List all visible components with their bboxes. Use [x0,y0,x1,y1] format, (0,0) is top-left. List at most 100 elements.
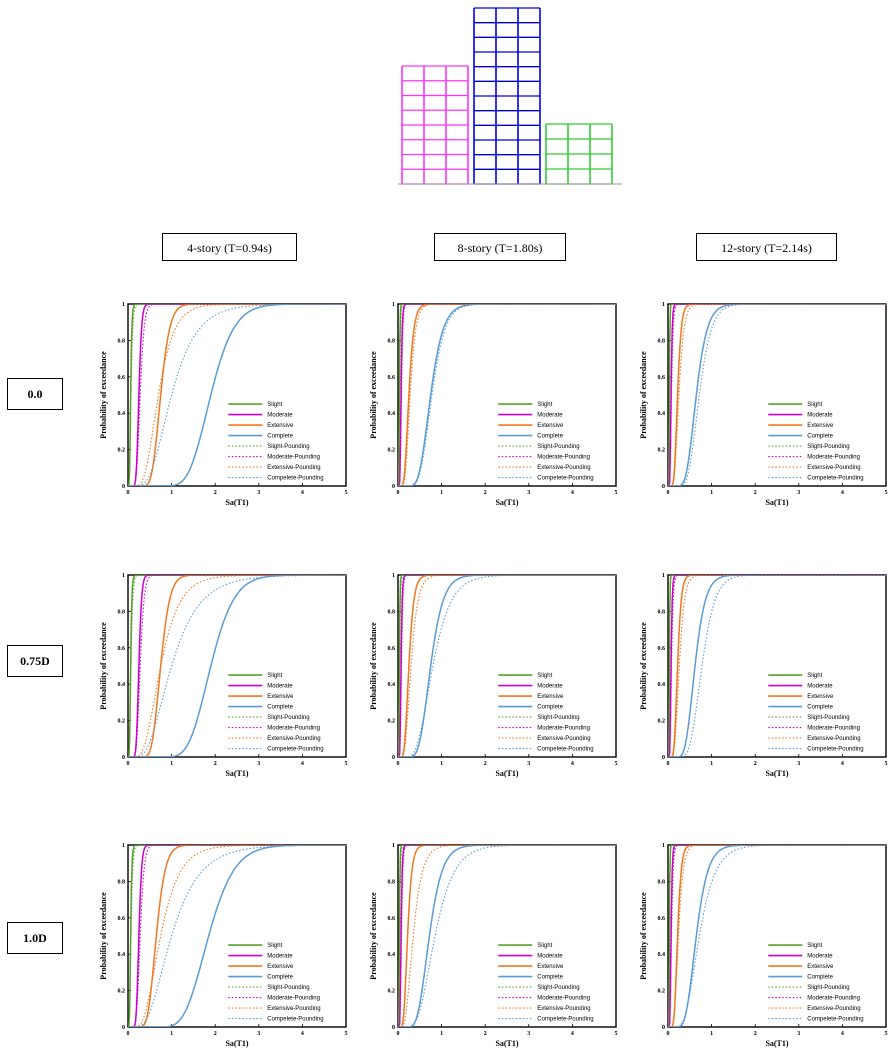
legend-label: Complete [537,705,563,711]
row-header-1-0d: 1.0D [7,922,63,954]
legend-label: Moderate [267,954,293,960]
legend-label: Moderate [267,684,293,690]
x-tick-label: 5 [615,761,618,767]
y-tick-label: 0.4 [118,411,126,417]
legend-label: Moderate-Pounding [537,455,590,461]
legend-label: Extensive-Pounding [537,465,590,471]
y-tick-label: 0 [392,755,395,761]
y-tick-label: 0.4 [388,682,396,688]
legend-label: Slight-Pounding [267,444,309,450]
x-tick-label: 4 [301,490,304,496]
y-tick-label: 0.4 [658,952,666,958]
y-tick-label: 0.2 [658,989,666,995]
legend-label: Extensive-Pounding [537,736,590,742]
legend-label: Slight-Pounding [807,444,849,450]
y-tick-label: 0 [392,484,395,490]
legend-label: Slight [807,943,822,949]
y-tick-label: 0.6 [118,375,126,381]
y-tick-label: 0.6 [388,375,396,381]
x-tick-label: 4 [301,1031,304,1037]
legend-label: Slight-Pounding [537,444,579,450]
x-tick-label: 3 [527,490,530,496]
legend-label: Moderate-Pounding [537,996,590,1002]
y-tick-label: 0.8 [658,879,666,885]
x-tick-label: 1 [710,761,713,767]
x-tick-label: 1 [170,490,173,496]
x-axis-label: Sa(T1) [765,769,788,778]
x-tick-label: 0 [397,761,400,767]
y-tick-label: 0 [662,1025,665,1031]
x-tick-label: 3 [797,490,800,496]
x-tick-label: 3 [257,490,260,496]
x-tick-label: 0 [127,1031,130,1037]
fragility-chart-4-story-gap-0-75d: 0 1 2 3 4 5 0 0.2 0.4 0.6 0.8 1 Sa(T1) Probability of… [99,573,348,778]
legend-label: Complete [537,975,563,981]
legend-label: Slight [267,943,282,949]
y-tick-label: 0.2 [388,719,396,725]
legend: Slight Moderate Extensive Complete Slight-Po… [768,943,864,1023]
row-header-0-0: 0.0 [7,378,63,410]
column-header-12-story: 12-story (T=2.14s) [696,233,837,261]
legend-label: Slight [267,402,282,408]
y-tick-label: 0 [662,755,665,761]
legend-label: Extensive-Pounding [267,465,320,471]
y-tick-label: 0.2 [118,989,126,995]
y-tick-label: 0.6 [388,916,396,922]
x-tick-label: 2 [754,761,757,767]
legend-label: Slight [537,673,552,679]
y-axis-label: Probability of exceedance [639,351,648,439]
series-line-complete [668,304,886,486]
y-tick-label: 0.2 [388,989,396,995]
x-tick-label: 0 [667,490,670,496]
legend-label: Slight-Pounding [267,985,309,991]
legend-label: Compelete-Pounding [807,1017,863,1023]
legend-label: Extensive [807,694,834,700]
x-tick-label: 3 [797,761,800,767]
y-tick-label: 0.4 [658,411,666,417]
y-tick-label: 0.8 [388,338,396,344]
series-line-extensive [128,575,346,757]
fragility-chart-12-story-gap-1-0d: 0 1 2 3 4 5 0 0.2 0.4 0.6 0.8 1 Sa(T1) Probability of… [639,843,888,1048]
x-tick-label: 1 [440,490,443,496]
x-tick-label: 1 [170,761,173,767]
x-tick-label: 3 [257,761,260,767]
legend-label: Moderate [807,684,833,690]
series-line-complete [668,845,886,1027]
y-tick-label: 0.8 [388,609,396,615]
legend: Slight Moderate Extensive Complete Slight-Po… [228,943,324,1023]
x-tick-label: 2 [214,761,217,767]
x-tick-label: 2 [214,1031,217,1037]
legend-label: Moderate [537,413,563,419]
frame-8-story [473,7,541,185]
x-tick-label: 1 [170,1031,173,1037]
y-tick-label: 0.6 [658,916,666,922]
legend-label: Extensive [537,964,564,970]
y-tick-label: 0.2 [388,448,396,454]
x-tick-label: 2 [214,490,217,496]
legend-label: Moderate-Pounding [267,455,320,461]
legend-label: Extensive [807,423,834,429]
y-tick-label: 0.6 [658,375,666,381]
legend-label: Extensive-Pounding [807,736,860,742]
legend-label: Moderate-Pounding [807,726,860,732]
legend-label: Complete [807,705,833,711]
legend-label: Extensive [537,694,564,700]
legend-label: Extensive-Pounding [807,1006,860,1012]
y-tick-label: 0.8 [118,609,126,615]
legend: Slight Moderate Extensive Complete Slight-Po… [768,673,864,753]
x-tick-label: 3 [527,761,530,767]
frame-4-story [401,65,469,185]
x-axis-label: Sa(T1) [765,1039,788,1048]
y-axis-label: Probability of exceedance [369,622,378,710]
x-tick-label: 5 [615,1031,618,1037]
y-tick-label: 0.2 [118,719,126,725]
legend-label: Moderate [537,684,563,690]
legend-label: Slight-Pounding [807,715,849,721]
y-tick-label: 0 [122,484,125,490]
y-tick-label: 1 [122,843,125,849]
legend-label: Slight-Pounding [807,985,849,991]
y-tick-label: 0.4 [388,952,396,958]
legend: Slight Moderate Extensive Complete Slight-Po… [228,673,324,753]
x-axis-label: Sa(T1) [495,1039,518,1048]
y-tick-label: 0 [662,484,665,490]
